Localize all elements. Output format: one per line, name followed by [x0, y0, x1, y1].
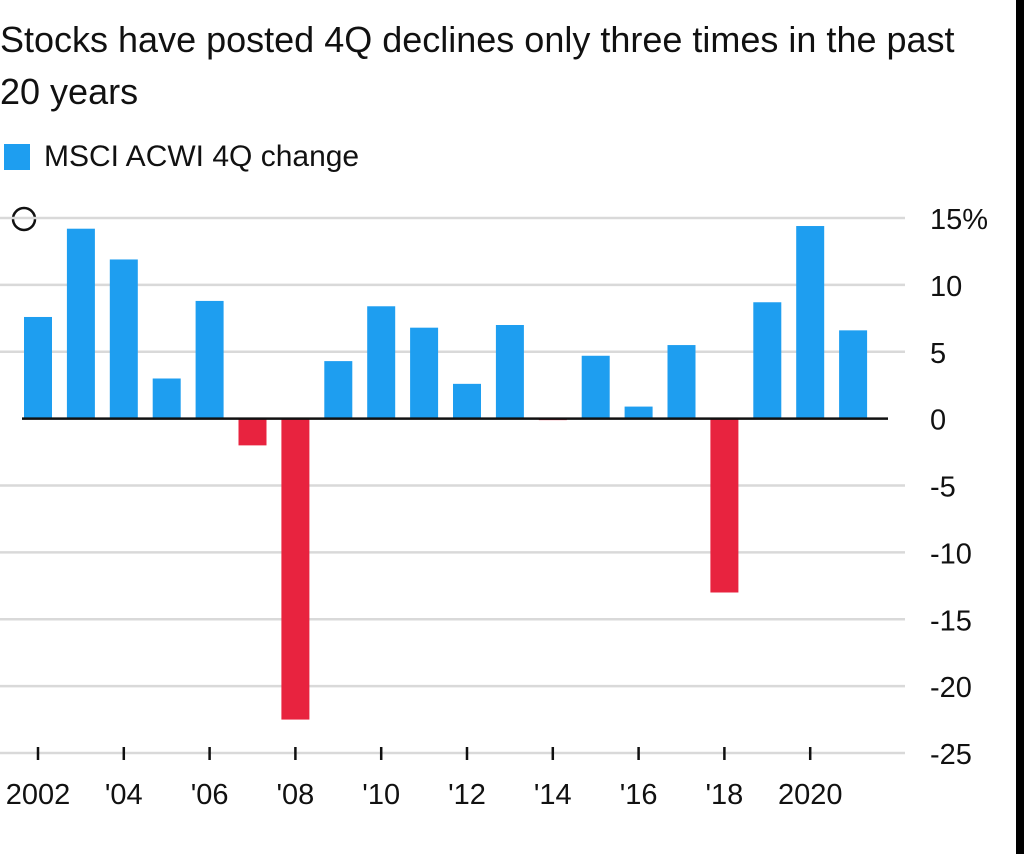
- y-tick-label: -25: [930, 739, 972, 771]
- bar: [495, 325, 524, 419]
- legend-swatch: [4, 144, 30, 170]
- bar: [24, 316, 52, 419]
- x-tick-label: '18: [706, 779, 744, 811]
- y-tick-label: 10: [930, 271, 962, 303]
- x-tick-label: '10: [362, 779, 400, 811]
- legend: MSCI ACWI 4Q change: [4, 140, 359, 174]
- y-tick-label: 15%: [930, 204, 988, 236]
- legend-label: MSCI ACWI 4Q change: [44, 140, 360, 173]
- y-tick-label: -20: [930, 672, 972, 704]
- y-tick-label: -10: [930, 538, 972, 570]
- bar: [624, 406, 653, 419]
- bar: [796, 226, 825, 419]
- bar: [410, 327, 439, 419]
- bar: [753, 302, 782, 419]
- bar: [710, 418, 739, 593]
- x-tick-label: '04: [105, 779, 143, 811]
- bar: [367, 306, 396, 419]
- x-tick-label: '16: [620, 779, 658, 811]
- bar: [839, 330, 868, 419]
- axes: 15% 10 5 0 -5 -10 -15 -20 -25 2002 '04 '06 '08 '10 '12…: [6, 204, 988, 811]
- x-tick-label: '14: [534, 779, 572, 811]
- bar: [581, 355, 610, 419]
- bar: [281, 418, 310, 720]
- x-tick-label: '06: [191, 779, 229, 811]
- bar: [109, 259, 138, 419]
- bar: [324, 361, 353, 419]
- x-tick-label: '08: [277, 779, 315, 811]
- chart-title: Stocks have posted 4Q declines only thre…: [0, 19, 955, 112]
- x-tick-label: 2020: [778, 779, 843, 811]
- x-tick-label: '12: [448, 779, 486, 811]
- bars: [24, 226, 868, 720]
- right-edge-bar: [1016, 0, 1024, 854]
- bar: [667, 345, 696, 419]
- y-tick-label: 5: [930, 338, 946, 370]
- bar-chart: 15% 10 5 0 -5 -10 -15 -20 -25 2002 '04 '06 '08 '10 '12…: [0, 204, 988, 811]
- y-tick-label: -5: [930, 472, 956, 504]
- bar: [66, 228, 95, 419]
- bar: [453, 383, 481, 419]
- bar: [195, 300, 224, 419]
- bar: [152, 378, 181, 419]
- y-tick-label: 0: [930, 405, 946, 437]
- bar: [238, 418, 267, 446]
- y-tick-label: -15: [930, 605, 972, 637]
- x-tick-label: 2002: [6, 779, 71, 811]
